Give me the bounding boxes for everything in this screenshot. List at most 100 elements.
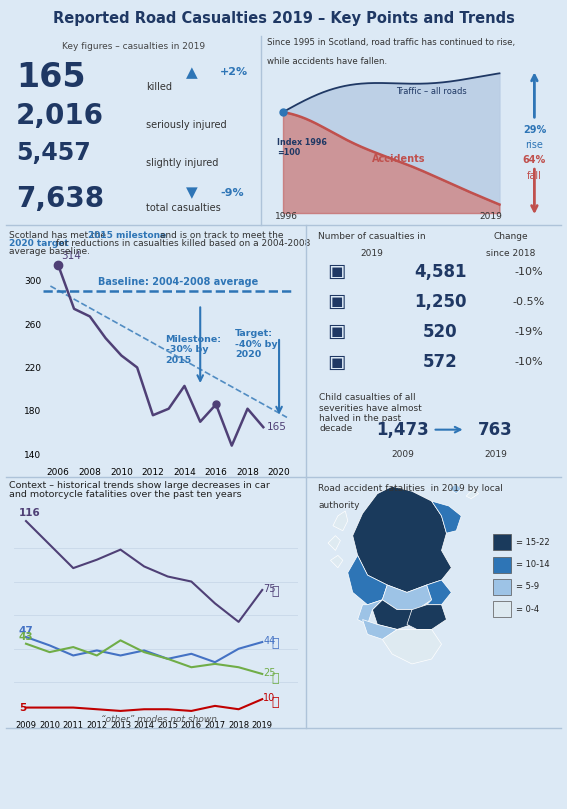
Polygon shape [358, 599, 382, 625]
Text: since 2018: since 2018 [486, 249, 536, 258]
Text: Since 1995 in Scotland, road traffic has continued to rise,: Since 1995 in Scotland, road traffic has… [267, 38, 515, 47]
Text: seriously injured: seriously injured [146, 120, 227, 130]
Text: 43: 43 [19, 633, 33, 642]
Text: 1996: 1996 [274, 211, 298, 221]
Bar [493, 557, 511, 573]
Text: and is on track to meet the: and is on track to meet the [157, 231, 284, 239]
Text: 2020 target: 2020 target [9, 239, 68, 248]
Text: 5,457: 5,457 [16, 142, 91, 165]
Text: 5: 5 [19, 703, 26, 713]
Text: -9%: -9% [220, 188, 244, 198]
Text: 25: 25 [264, 667, 276, 678]
Text: rise: rise [526, 140, 543, 150]
Text: Traffic – all roads: Traffic – all roads [396, 87, 467, 96]
Text: killed: killed [146, 83, 172, 92]
Polygon shape [427, 580, 451, 605]
Text: 520: 520 [423, 323, 458, 341]
Polygon shape [348, 555, 387, 605]
Bar [314, 286, 359, 317]
Bar [314, 317, 359, 347]
Bar [493, 601, 511, 617]
Text: 10: 10 [264, 693, 276, 703]
Text: Change: Change [493, 231, 528, 240]
Polygon shape [353, 486, 451, 592]
Text: -10%: -10% [514, 357, 543, 367]
Text: 2009: 2009 [391, 451, 414, 460]
Text: 2019: 2019 [361, 249, 383, 258]
Text: Context – historical trends show large decreases in car: Context – historical trends show large d… [9, 481, 269, 490]
Text: -19%: -19% [514, 327, 543, 337]
Text: for reductions in casualties killed based on a 2004-2008: for reductions in casualties killed base… [53, 239, 311, 248]
Text: “other” modes not shown: “other” modes not shown [101, 714, 217, 723]
Bar [314, 256, 359, 286]
Text: Number of casualties in: Number of casualties in [318, 231, 426, 240]
Polygon shape [449, 484, 462, 493]
Text: ▣: ▣ [328, 292, 346, 311]
Text: ▣: ▣ [328, 353, 346, 371]
Polygon shape [328, 536, 340, 550]
Text: slightly injured: slightly injured [146, 158, 218, 167]
Text: 2019: 2019 [479, 211, 502, 221]
Text: Accidents: Accidents [372, 154, 426, 163]
Text: 44: 44 [264, 636, 276, 646]
Polygon shape [431, 501, 462, 533]
Text: 763: 763 [479, 421, 513, 438]
Text: ▣: ▣ [328, 262, 346, 282]
Text: Road accident fatalities  in 2019 by local: Road accident fatalities in 2019 by loca… [318, 484, 503, 493]
Text: 🚶: 🚶 [272, 637, 279, 650]
Text: 4,581: 4,581 [414, 263, 467, 281]
Text: Scotland has met the: Scotland has met the [9, 231, 108, 239]
Text: 1,473: 1,473 [376, 421, 429, 438]
Text: 7,638: 7,638 [16, 184, 104, 213]
Text: average baseline.: average baseline. [9, 247, 90, 256]
Bar [493, 578, 511, 595]
Text: Baseline: 2004-2008 average: Baseline: 2004-2008 average [98, 277, 258, 287]
Text: ▣: ▣ [328, 322, 346, 341]
Text: Reported Road Casualties 2019 – Key Points and Trends: Reported Road Casualties 2019 – Key Poin… [53, 11, 514, 26]
Text: ▼: ▼ [186, 185, 198, 201]
Bar [314, 347, 359, 377]
Text: 116: 116 [19, 508, 41, 518]
Text: 314: 314 [61, 251, 81, 261]
Text: Index 1996
=100: Index 1996 =100 [277, 138, 327, 158]
Text: fall: fall [527, 171, 542, 181]
Text: Child casualties of all
severities have almost
halved in the past
decade: Child casualties of all severities have … [319, 393, 422, 434]
Polygon shape [466, 489, 479, 498]
Text: -0.5%: -0.5% [513, 297, 545, 307]
Text: total casualties: total casualties [146, 203, 221, 213]
Polygon shape [407, 605, 446, 629]
Text: 75: 75 [264, 583, 276, 594]
Text: Target:
-40% by
2020: Target: -40% by 2020 [235, 329, 277, 359]
Polygon shape [382, 629, 442, 664]
Text: = 5-9: = 5-9 [515, 582, 539, 591]
Bar [493, 535, 511, 550]
Text: and motorcycle fatalities over the past ten years: and motorcycle fatalities over the past … [9, 490, 241, 499]
Polygon shape [331, 555, 343, 568]
Text: Milestone:
-30% by
2015: Milestone: -30% by 2015 [166, 335, 222, 365]
Polygon shape [362, 620, 397, 639]
Text: 2019: 2019 [484, 451, 507, 460]
Text: ▲: ▲ [186, 65, 198, 80]
Text: = 15-22: = 15-22 [515, 538, 549, 547]
Polygon shape [333, 511, 348, 531]
Text: while accidents have fallen.: while accidents have fallen. [267, 57, 387, 66]
Text: 64%: 64% [523, 155, 546, 166]
Text: = 10-14: = 10-14 [515, 560, 549, 569]
Polygon shape [382, 585, 431, 610]
Text: 165: 165 [16, 61, 86, 95]
Text: 🚗: 🚗 [272, 585, 279, 598]
Text: 165: 165 [266, 422, 286, 432]
Text: +2%: +2% [220, 67, 248, 77]
Text: 2015 milestone: 2015 milestone [88, 231, 166, 239]
Text: = 0-4: = 0-4 [515, 604, 539, 613]
Polygon shape [373, 599, 412, 629]
Text: Key figures – casualties in 2019: Key figures – casualties in 2019 [62, 42, 205, 51]
Text: 29%: 29% [523, 125, 546, 135]
Text: 2,016: 2,016 [16, 102, 104, 129]
Text: 1,250: 1,250 [414, 293, 467, 311]
Text: 🏍: 🏍 [272, 672, 279, 685]
Text: 🚴: 🚴 [272, 696, 279, 709]
Text: -10%: -10% [514, 267, 543, 277]
Text: authority: authority [318, 501, 359, 510]
Text: 572: 572 [423, 353, 458, 371]
